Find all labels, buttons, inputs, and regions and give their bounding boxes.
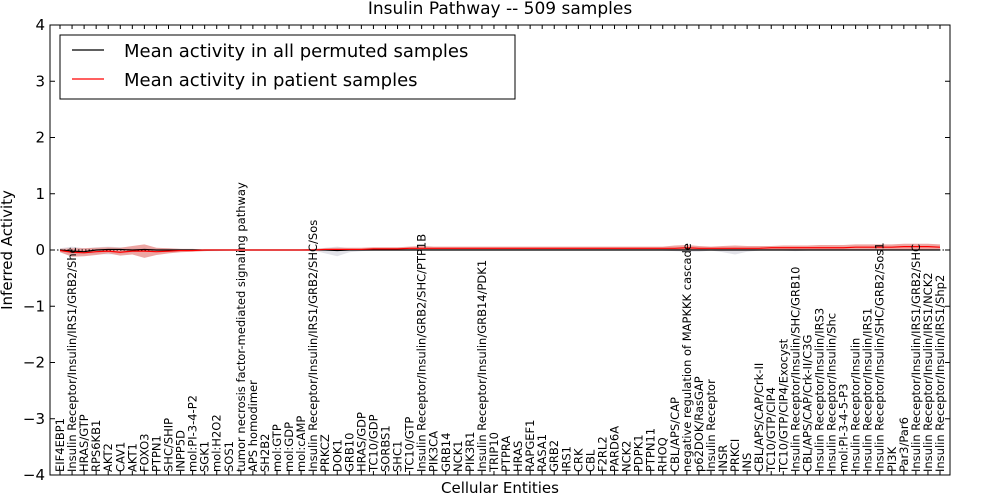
x-category-label: INSR (716, 445, 730, 472)
x-category-label: Insulin Receptor/Insulin/GRB14/PDK1 (475, 260, 489, 472)
legend: Mean activity in all permuted samples Me… (59, 34, 516, 100)
x-category-label: HRAS/GDP (354, 412, 368, 472)
x-category-label: Insulin Receptor (704, 379, 718, 472)
x-category-label: AKT1 (125, 443, 139, 472)
series-line-1 (59, 246, 941, 254)
x-category-label: Insulin Receptor/Insulin/IRS1/NCK2 (921, 272, 935, 472)
x-category-label: mol:GTP (270, 424, 284, 472)
y-tick-label: −3 (23, 410, 45, 428)
legend-label-permuted: Mean activity in all permuted samples (124, 41, 468, 62)
x-category-label: Insulin Receptor/Insulin/IRS1/Shp2 (933, 275, 947, 472)
legend-box (59, 34, 516, 100)
x-category-label: PIK3CA (427, 431, 441, 472)
x-category-label: NCK1 (451, 441, 465, 473)
x-category-label: DOK1 (330, 439, 344, 472)
y-tick-label: 2 (35, 129, 45, 147)
x-category-label: PARD6A (608, 426, 622, 472)
x-category-label: mol:cAMP (294, 416, 308, 472)
x-category-label: HRAS (511, 441, 525, 472)
x-category-label: NCK2 (620, 441, 634, 473)
x-category-label: mol:GDP (282, 422, 296, 472)
x-category-label: PRKCI (728, 439, 742, 472)
y-tick-label: −4 (23, 466, 45, 484)
x-category-label: SORBS1 (378, 425, 392, 472)
x-category-label: SGK1 (198, 441, 212, 472)
x-category-label: SHC/SHIP (161, 418, 175, 472)
plot-frame (49, 24, 951, 476)
x-category-label: APS homodimer (246, 380, 260, 472)
x-category-label: Insulin Receptor/Insulin/IRS1/GRB2/SHC (909, 244, 923, 472)
x-category-label: RAPGEF1 (523, 420, 537, 472)
x-category-label: PTPN1 (149, 435, 163, 472)
x-category-label: Insulin Receptor/Insulin (849, 338, 863, 472)
y-tick-label: 3 (35, 72, 45, 90)
x-category-label: RASA1 (535, 434, 549, 472)
x-category-label: GRB2 (547, 440, 561, 472)
x-category-label: GRB14 (439, 433, 453, 472)
x-category-label: mol:PI-3-4-5-P3 (837, 384, 851, 472)
x-category-label: Insulin Receptor/Insulin/GRB2/SHC/PTP1B (415, 234, 429, 472)
y-tick-label: −1 (23, 297, 45, 315)
x-category-label: CBL/APS/CAP/Crk-II/C3G (800, 335, 814, 472)
x-category-label: CBL/APS/CAP (668, 397, 682, 472)
x-category-label: CAV1 (113, 442, 127, 472)
x-category-label: TC10/GTP/CIP4 (764, 387, 778, 473)
y-tick-label: −2 (23, 354, 45, 372)
x-category-label: PTPN11 (644, 428, 658, 472)
x-category-label: tumor necrosis factor-mediated signaling… (234, 182, 248, 472)
x-category-label: SOS1 (222, 441, 236, 472)
x-category-label: F2RL2 (595, 436, 609, 472)
x-category-label: CBL (583, 449, 597, 472)
series-band-1 (60, 243, 940, 258)
x-category-label: PI3K (885, 446, 899, 472)
x-category-label: TC10/GTP (403, 417, 417, 473)
x-category-label: PTPRA (499, 436, 513, 472)
x-category-label: INS (740, 453, 754, 472)
x-category-label: Par3/Par6 (897, 417, 911, 472)
x-category-label: TC10/GDP (366, 414, 380, 473)
y-tick-label: 0 (35, 241, 45, 259)
x-category-label: negative regulation of MAPKKK cascade (680, 243, 694, 472)
x-category-label: mol:H2O2 (210, 414, 224, 472)
x-category-label: Insulin Receptor/Insulin/SHC/GRB2/Sos1 (873, 242, 887, 472)
x-category-label: RHOQ (656, 437, 670, 472)
x-category-label: Insulin Receptor/Insulin/Shc (825, 313, 839, 472)
x-category-label: EIF4EBP1 (53, 418, 67, 472)
x-category-label: p62DOK/RasGAP (692, 376, 706, 472)
x-category-label: RPS6KB1 (89, 420, 103, 472)
x-category-label: Insulin Receptor/Insulin/SHC/GRB10 (788, 267, 802, 472)
x-category-label: CRK (571, 448, 585, 472)
x-category-label: SHC1 (391, 441, 405, 472)
x-category-label: FOXO3 (137, 434, 151, 472)
x-category-label: SH2B2 (258, 434, 272, 472)
x-category-label: INPP5D (174, 430, 188, 472)
y-axis-label: Inferred Activity (0, 190, 16, 310)
y-tick-label: 1 (35, 185, 45, 203)
x-category-label: Insulin Receptor/Insulin/IRS1/GRB2/SHC/S… (306, 220, 320, 472)
legend-label-patient: Mean activity in patient samples (124, 70, 418, 91)
chart-title: Insulin Pathway -- 509 samples (368, 0, 633, 19)
x-category-label: IRS1 (559, 446, 573, 472)
y-tick-label: 4 (35, 16, 45, 34)
x-category-label: AKT2 (101, 443, 115, 472)
x-category-label: HRAS/GTP (77, 414, 91, 472)
x-category-label: mol:PI-3-4-P2 (186, 395, 200, 472)
x-category-label: PIK3R1 (463, 431, 477, 472)
x-category-label: Insulin Receptor/Insulin/IRS3 (812, 308, 826, 472)
x-category-label: GRB10 (342, 433, 356, 472)
x-category-label: TRIP10 (487, 432, 501, 473)
x-category-label: TC10/GTP/CIP4/Exocyst (776, 338, 790, 473)
x-category-label: CBL/APS/CAP/Crk-II (752, 363, 766, 472)
x-category-label: Insulin Receptor/Insulin/IRS1/GRB2/Shc (65, 247, 79, 472)
x-category-label: Insulin Receptor/Insulin/IRS1 (861, 308, 875, 472)
x-axis-label: Cellular Entities (441, 479, 559, 497)
x-category-label: PRKCZ (318, 434, 332, 472)
x-category-label: PDPK1 (632, 434, 646, 472)
